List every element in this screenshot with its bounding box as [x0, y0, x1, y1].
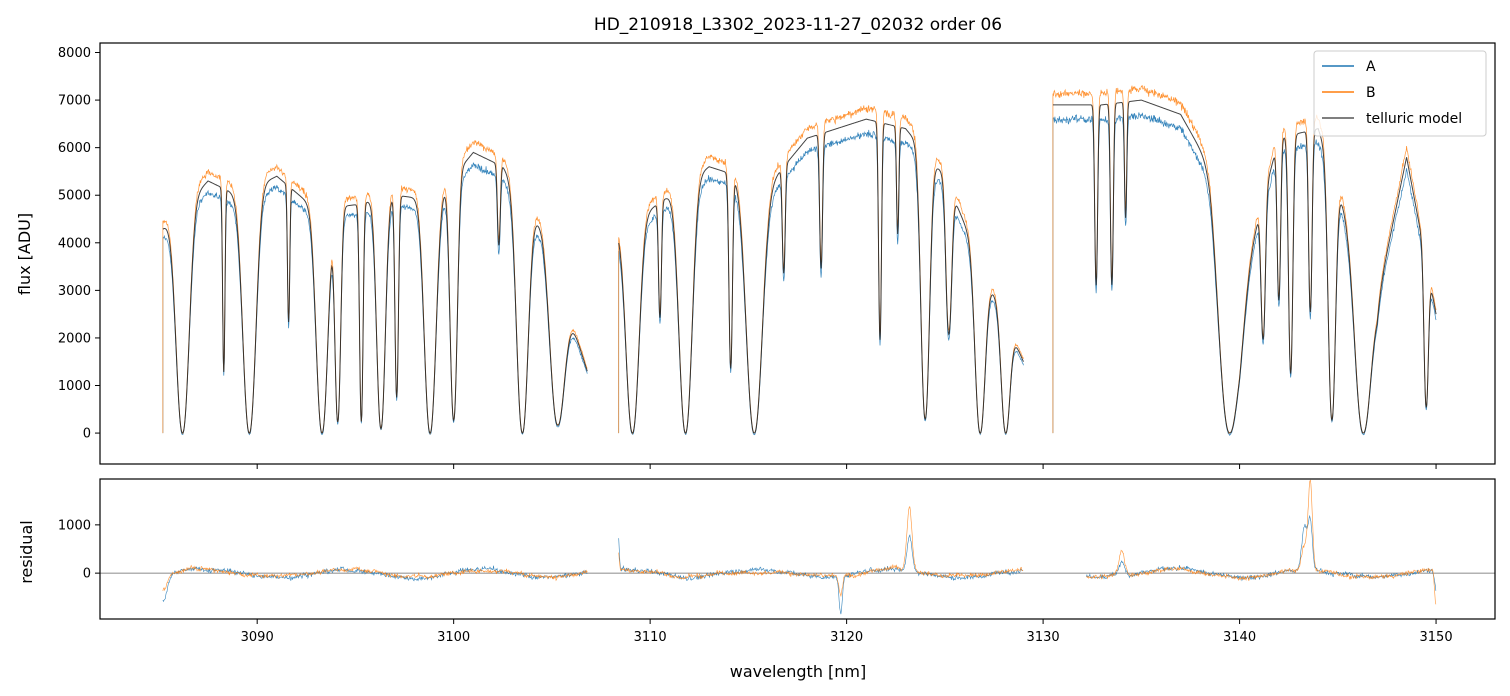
residual-panel: 0 1000 3090 3100 3110 3120 3130 3140 3150 resid… [17, 478, 1496, 681]
residual-xtick-label: 3140 [1223, 630, 1256, 645]
legend: A B telluric model [1313, 50, 1487, 137]
flux-ytick-label: 2000 [58, 331, 91, 346]
residual-xtick-label: 3120 [830, 630, 863, 645]
flux-ytick-label: 6000 [58, 141, 91, 156]
residual-xtick-label: 3130 [1027, 630, 1060, 645]
flux-ytick-label: 8000 [58, 46, 91, 61]
legend-label-b: B [1366, 85, 1376, 101]
residual-ytick-label: 0 [83, 567, 91, 582]
residual-series-b-line [162, 479, 1437, 605]
legend-label-a: A [1366, 59, 1376, 75]
flux-axis-label: flux [ADU] [15, 213, 34, 295]
flux-ytick-label: 0 [83, 427, 91, 442]
residual-axis-label: residual [17, 520, 36, 583]
residual-xtick-label: 3090 [241, 630, 274, 645]
residual-axes-frame [99, 478, 1496, 620]
flux-ytick-label: 3000 [58, 284, 91, 299]
flux-ytick-label: 7000 [58, 94, 91, 109]
residual-xtick-label: 3150 [1420, 630, 1453, 645]
flux-series-b-line [162, 84, 1437, 435]
residual-series-a-line [162, 514, 1437, 615]
flux-ytick-label: 5000 [58, 189, 91, 204]
flux-series-a-line [162, 112, 1437, 437]
chart-title: HD_210918_L3302_2023-11-27_02032 order 0… [594, 15, 1002, 35]
residual-xtick-label: 3110 [634, 630, 667, 645]
flux-ytick-label: 1000 [58, 379, 91, 394]
flux-axes-frame [99, 42, 1496, 465]
wavelength-axis-label: wavelength [nm] [730, 662, 867, 681]
legend-box [1313, 50, 1487, 137]
residual-xtick-label: 3100 [437, 630, 470, 645]
flux-panel: 0 1000 2000 3000 4000 5000 6000 7000 8000 flux [… [15, 42, 1496, 469]
flux-telluric-model-line [162, 99, 1437, 434]
legend-label-telluric: telluric model [1366, 111, 1462, 127]
flux-ytick-label: 4000 [58, 236, 91, 251]
residual-ytick-label: 1000 [58, 518, 91, 533]
